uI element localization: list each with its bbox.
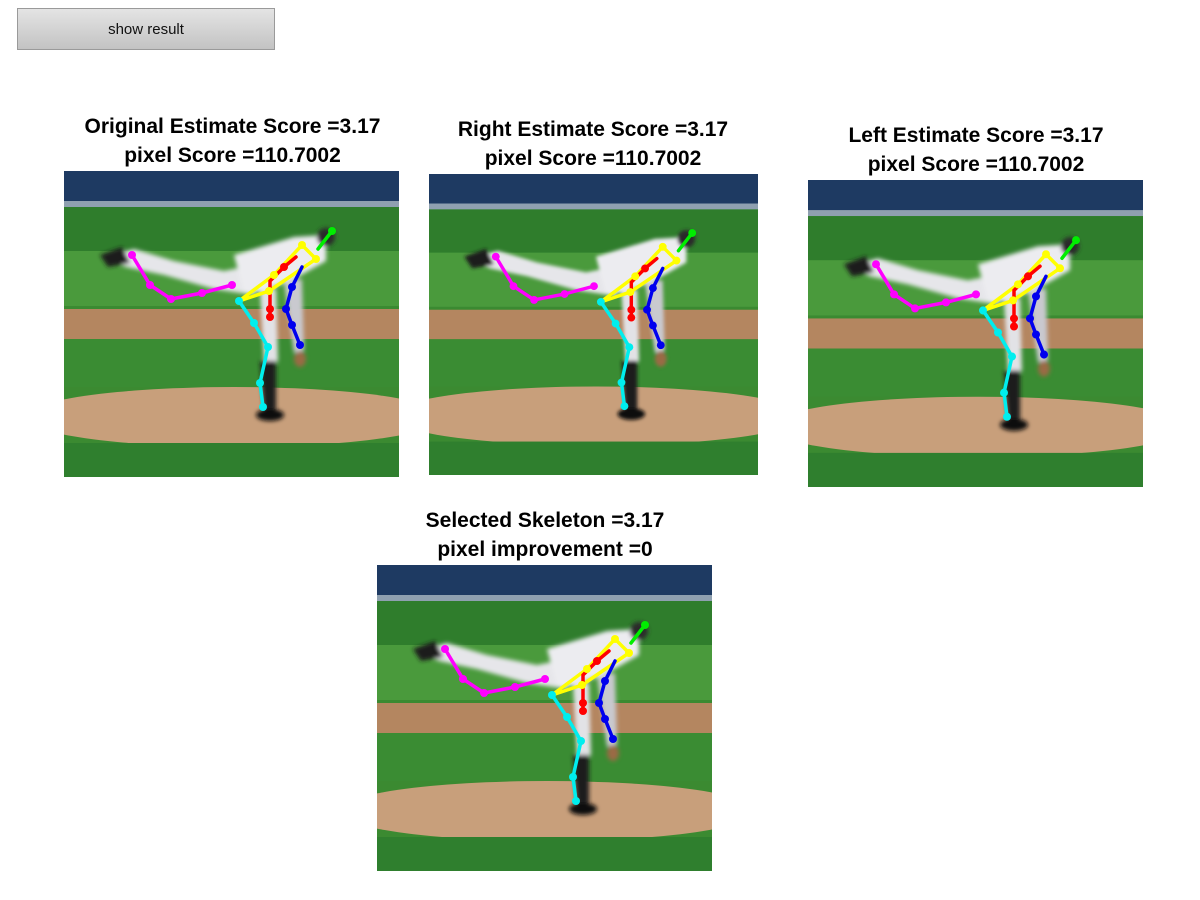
pixel-improvement: pixel improvement =0 [437,538,653,561]
right-estimate-image [429,174,758,475]
left-estimate-title: Left Estimate Score =3.17 pixel Score =1… [795,121,1157,179]
original-estimate-score: Original Estimate Score =3.17 [84,115,381,138]
right-estimate-title: Right Estimate Score =3.17 pixel Score =… [408,115,778,173]
show-result-button[interactable]: show result [17,8,275,50]
left-pixel-score: pixel Score =110.7002 [867,153,1085,176]
right-estimate-score: Right Estimate Score =3.17 [457,118,729,141]
original-estimate-title: Original Estimate Score =3.17 pixel Scor… [40,112,425,170]
left-estimate-image [808,180,1143,487]
selected-skeleton-score: Selected Skeleton =3.17 [425,509,665,532]
right-pixel-score: pixel Score =110.7002 [484,147,702,170]
selected-skeleton-image [377,565,712,871]
original-pixel-score: pixel Score =110.7002 [124,144,341,167]
left-estimate-score: Left Estimate Score =3.17 [848,124,1104,147]
selected-skeleton-title: Selected Skeleton =3.17 pixel improvemen… [360,506,730,564]
original-estimate-image [64,171,399,477]
